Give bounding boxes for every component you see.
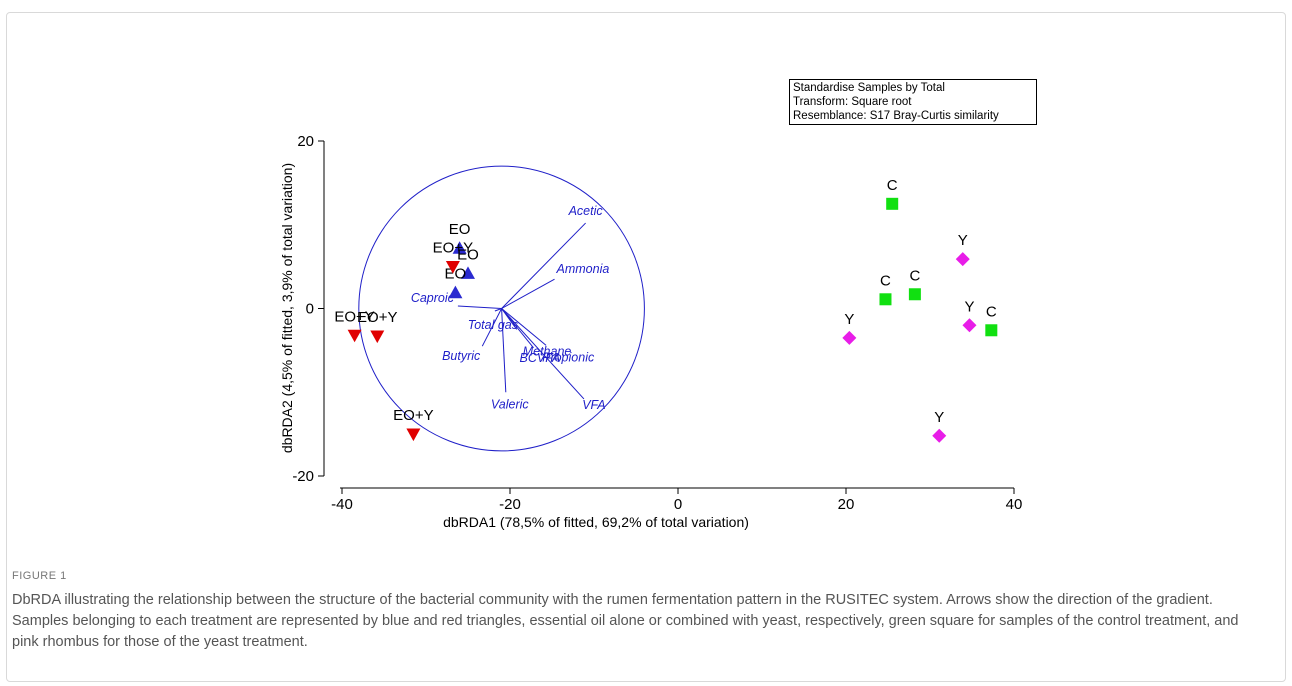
point-eo-y (347, 329, 362, 343)
axes: -40 -20 0 20 40 -20 0 20 (292, 133, 1022, 513)
point-label: Y (844, 311, 854, 328)
point-eo-y (406, 428, 421, 442)
figure-caption: DbRDA illustrating the relationship betw… (12, 592, 1239, 650)
point-y (842, 330, 857, 345)
x-tick-label: 40 (1006, 496, 1023, 513)
vector-line (501, 308, 585, 400)
point-eo (461, 266, 475, 279)
y-tick-label: -20 (292, 468, 314, 485)
vector-line (501, 222, 586, 309)
point-label: EO (449, 221, 471, 238)
vector-label: Propionic (542, 350, 595, 364)
vector-line (481, 308, 503, 347)
figure-label: FIGURE 1 (12, 570, 67, 582)
y-tick-label: 0 (306, 301, 314, 318)
point-label: EO (445, 266, 467, 283)
point-eo (452, 241, 467, 254)
vector-label: VFA (582, 398, 605, 412)
point-label: Y (934, 409, 944, 426)
vector-line (501, 278, 555, 309)
vector-label: Ammonia (556, 262, 610, 276)
point-c (908, 288, 921, 301)
point-c (886, 197, 899, 210)
point-label: C (986, 303, 997, 320)
x-tick-label: -40 (331, 496, 353, 513)
point-eo (448, 285, 463, 299)
y-axis-label: dbRDA2 (4,5% of fitted, 3,9% of total va… (279, 163, 295, 453)
point-label: EO (457, 246, 479, 263)
point-label: EO+Y (334, 308, 374, 325)
y-tick-label: 20 (297, 133, 314, 150)
point-label: C (880, 272, 891, 289)
vector-label: Acetic (568, 204, 604, 218)
point-label: EO+Y (357, 309, 397, 326)
vector-label: Valeric (491, 397, 529, 411)
point-label: C (909, 267, 920, 284)
point-label: EO+Y (393, 407, 433, 424)
transform-info-box: Standardise Samples by Total Transform: … (789, 79, 1037, 125)
vector-line (494, 308, 502, 312)
point-y (962, 318, 977, 333)
point-c (879, 293, 892, 306)
point-c (985, 324, 998, 337)
info-line-resemblance: Resemblance: S17 Bray-Curtis similarity (793, 110, 999, 122)
point-label: C (887, 177, 898, 194)
point-label: Y (958, 232, 968, 249)
vector-label: Butyric (442, 349, 481, 363)
point-label: Y (964, 298, 974, 315)
vector-label: BCVFA (520, 351, 561, 365)
vector-line (501, 308, 507, 393)
x-tick-label: 0 (674, 496, 682, 513)
x-axis-label: dbRDA1 (78,5% of fitted, 69,2% of total … (443, 514, 749, 530)
point-eo-y (370, 330, 385, 344)
vector-line (457, 305, 502, 309)
point-eo-y (445, 261, 460, 274)
vector-label: Methane (523, 344, 572, 358)
point-y (955, 252, 970, 267)
vector-line (501, 308, 547, 346)
point-label: EO+Y (433, 240, 473, 257)
vector-label: Caproic (411, 291, 455, 305)
info-line-transform: Transform: Square root (793, 96, 912, 108)
point-y (932, 428, 947, 443)
x-tick-label: 20 (838, 496, 855, 513)
correlation-circle (358, 165, 645, 452)
figure-card (6, 12, 1286, 682)
info-line-standardise: Standardise Samples by Total (793, 82, 945, 94)
x-tick-label: -20 (499, 496, 521, 513)
